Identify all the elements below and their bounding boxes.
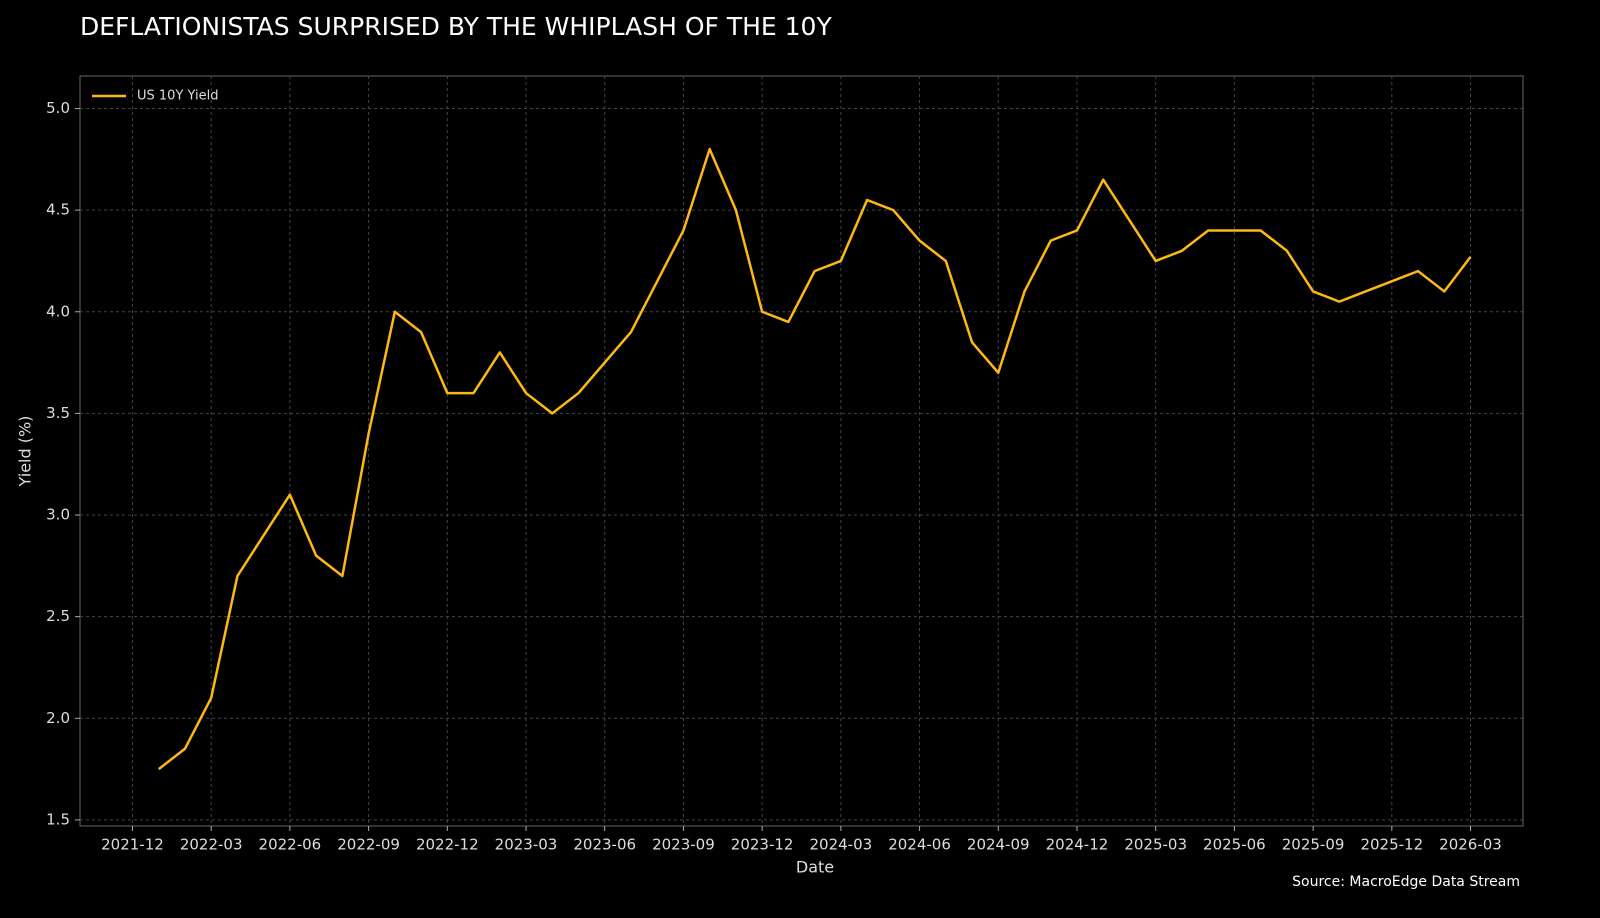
y-tick-label: 5.0 <box>46 99 70 117</box>
x-tick-label: 2023-12 <box>731 836 794 854</box>
x-tick-label: 2023-06 <box>573 836 636 854</box>
x-tick-label: 2024-03 <box>810 836 873 854</box>
x-tick-label: 2025-06 <box>1203 836 1266 854</box>
x-tick-label: 2022-09 <box>337 836 400 854</box>
x-tick-label: 2025-12 <box>1360 836 1423 854</box>
x-tick-label: 2023-09 <box>652 836 715 854</box>
chart-title: DEFLATIONISTAS SURPRISED BY THE WHIPLASH… <box>80 12 832 41</box>
x-tick-label: 2022-12 <box>416 836 479 854</box>
x-tick-label: 2022-03 <box>180 836 243 854</box>
line <box>157 147 1472 771</box>
x-tick-label: 2026-03 <box>1439 836 1502 854</box>
x-tick-label: 2025-03 <box>1124 836 1187 854</box>
y-tick-label: 2.5 <box>46 607 70 625</box>
x-tick-label: 2021-12 <box>101 836 164 854</box>
source: Source: MacroEdge Data Stream <box>1292 874 1520 890</box>
y-axis-label: Yield (%) <box>16 416 35 488</box>
y-tick-label: 1.5 <box>46 810 70 828</box>
y-tick-label: 2.0 <box>46 709 70 727</box>
y-tick-label: 4.5 <box>46 201 70 219</box>
legend-label: US 10Y Yield <box>137 89 218 104</box>
x-tick-label: 2024-09 <box>967 836 1030 854</box>
x-tick-label: 2025-09 <box>1282 836 1345 854</box>
plot-area <box>79 75 1524 827</box>
y-tick-label: 3.5 <box>46 404 70 422</box>
y-tick-label: 3.0 <box>46 506 70 524</box>
x-tick-label: 2022-06 <box>259 836 322 854</box>
y-tick-label: 4.0 <box>46 302 70 320</box>
x-tick-label: 2023-03 <box>495 836 558 854</box>
x-axis-label: Date <box>796 858 834 877</box>
x-tick-label: 2024-06 <box>888 836 951 854</box>
x-tick-label: 2024-12 <box>1046 836 1109 854</box>
